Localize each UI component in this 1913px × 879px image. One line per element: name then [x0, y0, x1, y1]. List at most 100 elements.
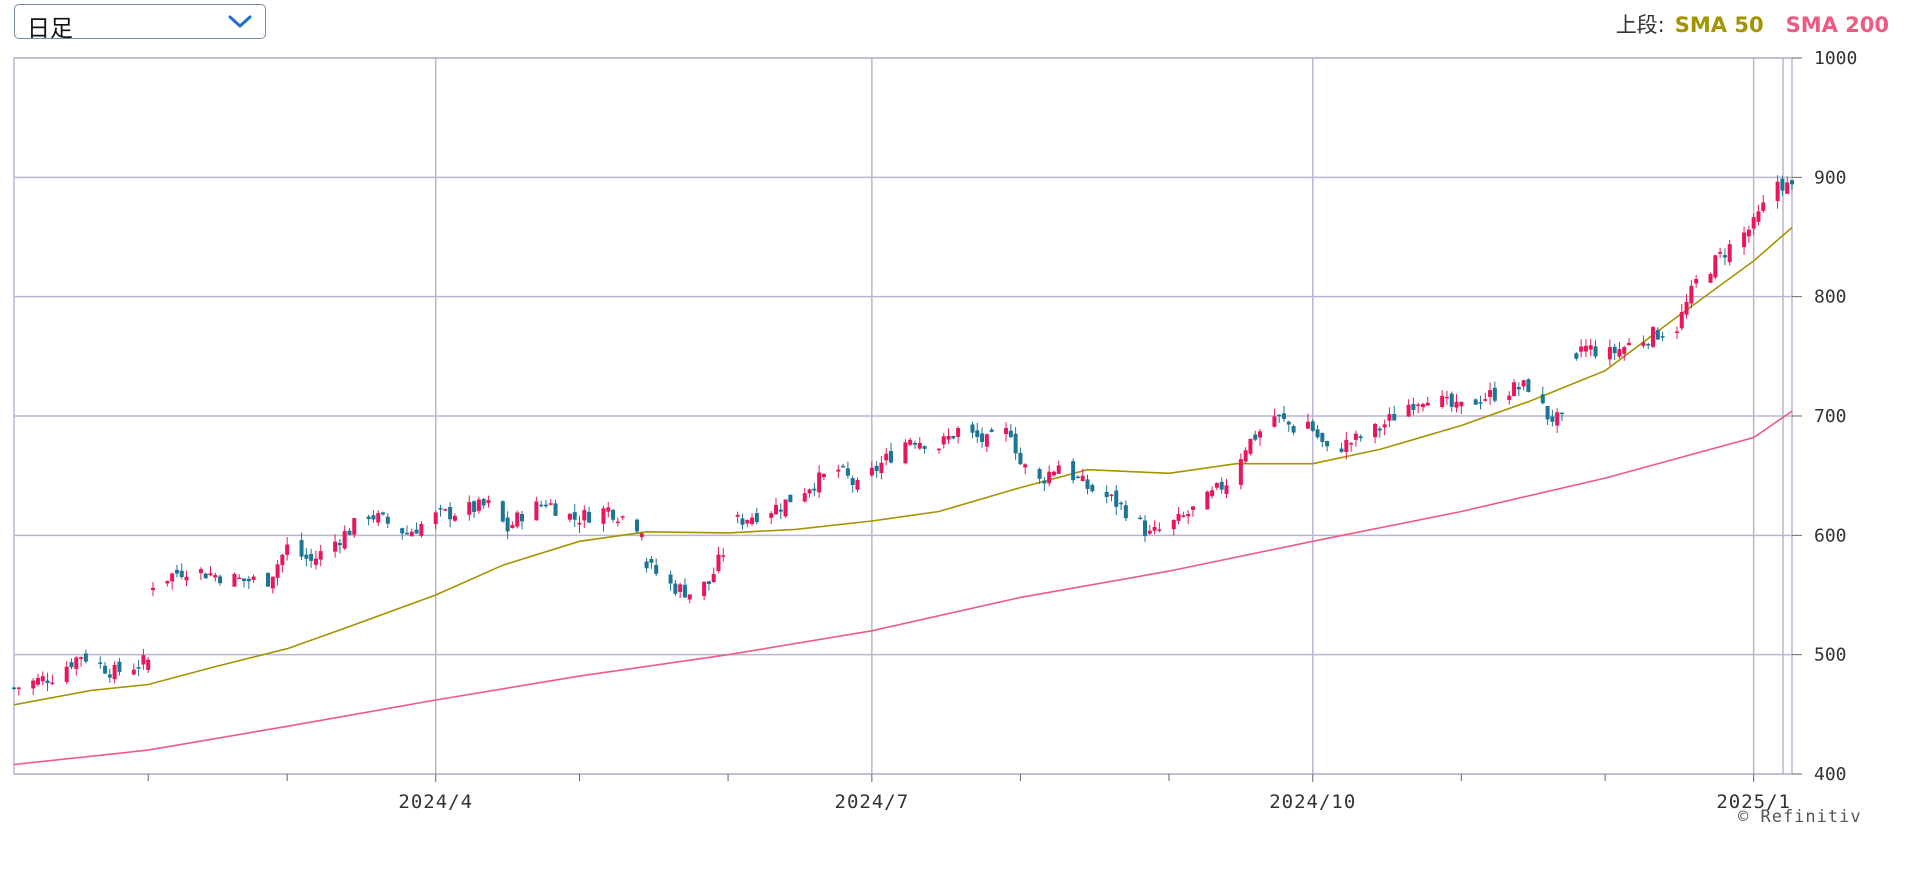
candle	[79, 656, 84, 667]
candle-body	[606, 507, 611, 512]
candle	[1425, 396, 1430, 406]
candle	[984, 433, 989, 453]
candle-body	[366, 516, 371, 520]
candle-body	[1210, 490, 1215, 497]
candle-body	[1286, 421, 1291, 425]
candle	[567, 513, 572, 523]
candle-body	[702, 581, 707, 597]
candle	[1253, 430, 1258, 442]
candle-body	[615, 521, 620, 524]
candle-body	[1689, 285, 1694, 304]
candle	[208, 566, 213, 577]
candle	[1761, 194, 1766, 213]
candle-body	[1018, 453, 1023, 465]
candle-body	[1282, 413, 1286, 419]
candle-body	[1550, 416, 1555, 422]
candle	[539, 500, 544, 508]
candle-body	[951, 436, 956, 439]
candle-body	[136, 667, 141, 669]
candle	[31, 678, 36, 695]
candle-body	[1272, 416, 1277, 427]
candle-body	[1440, 395, 1445, 408]
y-tick-label: 700	[1814, 406, 1847, 427]
candle-body	[1473, 399, 1478, 405]
candle-body	[371, 515, 376, 520]
candle-body	[1521, 380, 1526, 387]
candle-body	[1056, 465, 1061, 474]
candle	[1248, 438, 1253, 456]
candle-body	[1516, 387, 1521, 390]
candle	[1392, 405, 1397, 421]
candle-body	[409, 531, 414, 537]
candle	[711, 567, 716, 583]
candle	[218, 574, 223, 586]
candle	[1358, 434, 1363, 442]
candle-body	[1171, 519, 1176, 530]
candle	[443, 508, 448, 512]
candle	[1214, 482, 1219, 491]
candle	[903, 439, 908, 465]
candle	[1004, 422, 1009, 442]
period-select[interactable]: 日足	[14, 4, 266, 42]
candle-body	[1004, 427, 1009, 435]
candle	[1320, 432, 1325, 448]
candle	[548, 499, 553, 506]
candle-body	[534, 501, 539, 521]
candle	[318, 544, 323, 567]
candle-body	[198, 569, 203, 574]
candle	[299, 532, 304, 561]
candle	[1420, 402, 1425, 412]
candle	[1013, 427, 1018, 461]
candle-body	[1219, 481, 1224, 490]
candle	[1090, 483, 1095, 493]
candle-body	[246, 578, 251, 582]
candle	[107, 668, 112, 683]
candle	[946, 428, 951, 445]
candle	[198, 567, 203, 581]
y-tick-label: 1000	[1814, 48, 1857, 69]
candle-body	[150, 587, 155, 591]
candle-body	[404, 532, 409, 535]
candle	[409, 528, 414, 537]
candle	[1075, 474, 1080, 479]
candle-body	[1555, 412, 1560, 426]
candle	[1085, 474, 1090, 495]
candle	[381, 511, 386, 516]
candle-body	[179, 570, 184, 578]
candle-body	[472, 501, 477, 512]
candle	[745, 519, 750, 528]
candle	[1186, 510, 1191, 525]
candle-body	[1483, 399, 1488, 401]
candle	[304, 548, 309, 567]
candle-body	[304, 554, 309, 559]
candle	[774, 497, 778, 515]
candle	[1210, 486, 1215, 499]
candle	[1727, 240, 1732, 266]
candle-body	[174, 569, 179, 574]
candle-body	[1679, 312, 1684, 329]
candle	[788, 494, 793, 503]
candle	[917, 437, 922, 450]
candle-body	[936, 448, 941, 451]
candle	[1583, 339, 1588, 357]
candle	[1483, 392, 1488, 403]
candle-body	[1377, 428, 1382, 431]
candle-body	[548, 503, 553, 505]
candle	[419, 521, 424, 538]
candle-body	[956, 428, 961, 437]
candle	[1176, 507, 1181, 525]
candle-body	[1051, 471, 1056, 476]
candle-body	[1727, 244, 1732, 263]
candle	[352, 517, 357, 538]
candle	[936, 448, 941, 454]
candle-body	[817, 472, 822, 493]
candle	[702, 581, 707, 601]
candle	[884, 448, 889, 466]
candle-body	[912, 442, 917, 445]
candle	[1440, 390, 1445, 409]
candle	[64, 661, 69, 685]
candle-body	[874, 465, 879, 472]
candle-body	[989, 429, 994, 432]
candle	[1339, 442, 1344, 453]
candle-body	[443, 509, 448, 511]
